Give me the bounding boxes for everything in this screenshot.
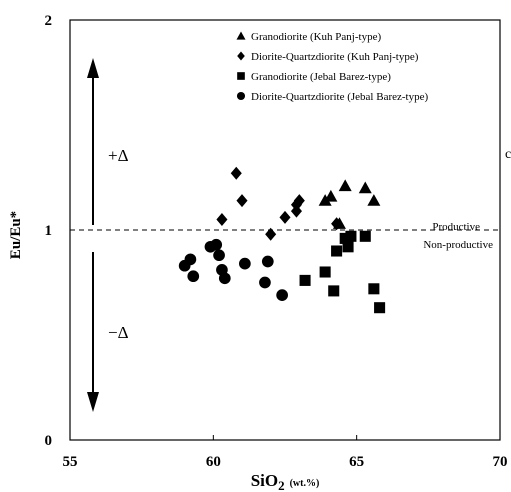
legend-label: Granodiorite (Kuh Panj-type): [251, 31, 381, 43]
axis-ticks: 55 60 65 70 0 1 2: [45, 13, 508, 470]
diamond-marker: [293, 194, 305, 208]
x-axis-label-unit: (wt.%): [290, 478, 320, 489]
circle-marker: [239, 257, 251, 270]
x-tick-label: 55: [63, 454, 78, 470]
square-marker: [359, 230, 371, 242]
square-marker: [339, 232, 351, 244]
triangle-marker: [358, 181, 372, 194]
edge-glyph: c: [505, 147, 511, 162]
x-axis-label-subscript: 2: [278, 478, 285, 492]
data-points: [178, 166, 386, 314]
delta-minus-label: −Δ: [108, 323, 129, 342]
delta-plus-label: +Δ: [108, 146, 129, 165]
triangle-marker: [338, 179, 352, 192]
x-axis-label-main: SiO: [251, 471, 278, 490]
square-marker: [374, 302, 386, 314]
y-axis-label: Eu/Eu*: [8, 211, 24, 259]
diamond-marker: [237, 51, 245, 61]
circle-marker: [236, 91, 246, 101]
y-tick-label: 0: [45, 433, 53, 449]
square-marker: [299, 274, 311, 286]
square-marker: [328, 285, 340, 297]
circle-marker: [210, 238, 223, 251]
square-marker: [345, 230, 357, 242]
delta-arrows: [87, 58, 99, 412]
reference-label-nonproductive: Non-productive: [423, 239, 493, 251]
diamond-marker: [236, 194, 248, 208]
square-marker: [319, 266, 331, 278]
y-tick-label: 1: [45, 223, 53, 239]
circle-marker: [276, 289, 288, 301]
triangle-marker: [236, 31, 246, 40]
x-tick-label: 60: [206, 454, 221, 470]
legend-label: Granodiorite (Jebal Barez-type): [251, 71, 391, 83]
diamond-marker: [216, 213, 228, 226]
diamond-marker: [265, 227, 277, 241]
x-tick-label: 65: [349, 454, 364, 470]
circle-marker: [213, 249, 225, 262]
x-tick-label: 70: [493, 454, 508, 470]
circle-marker: [259, 276, 271, 289]
reference-label-productive: Productive: [432, 221, 480, 233]
y-tick-label: 2: [45, 13, 53, 29]
circle-marker: [184, 253, 197, 266]
triangle-marker: [367, 194, 381, 206]
x-axis-label: SiO2 (wt.%): [251, 471, 320, 492]
square-marker: [368, 283, 380, 295]
circle-marker: [261, 255, 274, 268]
legend-label: Diorite-Quartzdiorite (Kuh Panj-type): [251, 51, 419, 63]
triangle-marker: [318, 194, 332, 206]
legend-label: Diorite-Quartzdiorite (Jebal Barez-type): [251, 91, 428, 103]
square-marker: [331, 245, 343, 257]
arrow-down-head: [87, 392, 99, 412]
arrow-up-head: [87, 58, 99, 78]
diamond-marker: [230, 166, 242, 180]
circle-marker: [187, 270, 200, 283]
circle-marker: [218, 272, 231, 285]
triangle-marker: [324, 189, 338, 202]
diamond-marker: [290, 198, 302, 212]
legend: Granodiorite (Kuh Panj-type) Diorite-Quar…: [236, 31, 428, 103]
diamond-marker: [279, 210, 291, 224]
square-marker: [342, 241, 354, 253]
square-marker: [237, 72, 245, 80]
diamond-marker: [331, 217, 343, 231]
